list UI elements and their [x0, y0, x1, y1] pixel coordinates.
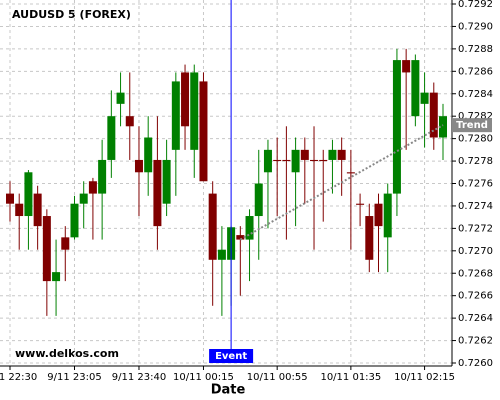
x-tick-label: 10/11 01:35 — [320, 372, 381, 383]
candle-body — [208, 193, 217, 260]
candle-body — [346, 172, 355, 174]
candle-body — [61, 237, 70, 250]
candle-body — [383, 193, 392, 238]
candle-body — [199, 81, 208, 182]
y-tick-label: 0.7284 — [458, 89, 493, 100]
y-tick-label: 0.7268 — [458, 268, 493, 279]
candle-body — [52, 272, 61, 282]
candle-body — [291, 149, 300, 173]
candle-body — [254, 183, 263, 217]
y-tick-label: 0.7292 — [458, 0, 493, 10]
candle-body — [402, 60, 411, 73]
candle-body — [42, 216, 51, 282]
candle-body — [439, 116, 447, 138]
candle-body — [319, 159, 328, 162]
x-axis-label: Date — [211, 383, 246, 398]
y-tick-label: 0.7288 — [458, 44, 493, 55]
trend-label: Trend — [456, 120, 488, 131]
trend-label-box — [452, 118, 492, 133]
y-tick-label: 0.7278 — [458, 156, 493, 167]
y-tick-label: 0.7290 — [458, 21, 493, 32]
candle-body — [328, 149, 337, 160]
candle-body — [337, 149, 346, 160]
candle-body — [79, 193, 88, 204]
plot-area — [0, 0, 452, 366]
candle-body — [70, 203, 79, 238]
y-tick-label: 0.7286 — [458, 66, 493, 77]
x-tick-label: 10/11 00:15 — [173, 372, 234, 383]
event-label: Event — [215, 351, 247, 362]
candle-body — [236, 235, 245, 240]
candle-body — [171, 81, 180, 150]
candle-body — [245, 216, 254, 240]
candle-body — [282, 159, 291, 162]
candle-body — [153, 159, 162, 227]
candle-body — [98, 159, 107, 194]
candle-body — [15, 203, 24, 217]
trend-line — [239, 124, 444, 241]
y-tick-label: 0.7270 — [458, 246, 493, 257]
event-label-box — [209, 349, 254, 363]
candle-body — [24, 172, 33, 217]
candle-body — [6, 193, 14, 204]
y-tick-label: 0.7272 — [458, 223, 493, 234]
candle-body — [273, 159, 282, 162]
y-tick-label: 0.7266 — [458, 291, 493, 302]
chart-title: AUDUSD 5 (FOREX) — [12, 8, 131, 21]
candle-body — [116, 92, 125, 104]
candle-body — [374, 203, 383, 227]
candle-body — [134, 159, 143, 173]
candle-body — [420, 92, 429, 104]
candle-body — [181, 72, 190, 127]
candle-body — [411, 60, 420, 117]
x-tick-label: 9/11 23:40 — [112, 372, 166, 383]
candle-body — [107, 116, 116, 160]
candle-body — [190, 72, 199, 150]
y-tick-label: 0.7274 — [458, 201, 493, 212]
watermark: www.delkos.com — [15, 347, 119, 360]
x-tick-label: 10/11 00:55 — [247, 372, 308, 383]
candle-body — [33, 193, 42, 227]
candle-body — [300, 149, 309, 160]
candle-body — [162, 159, 171, 204]
y-tick-label: 0.7280 — [458, 134, 493, 145]
y-tick-label: 0.7264 — [458, 313, 493, 324]
y-tick-label: 0.7282 — [458, 111, 493, 122]
candle-body — [125, 116, 134, 127]
candle-body — [310, 159, 319, 162]
x-tick-label: 9/11 22:30 — [0, 372, 37, 383]
y-tick-label: 0.7262 — [458, 336, 493, 347]
x-tick-label: 9/11 23:05 — [47, 372, 101, 383]
candle-body — [429, 92, 438, 138]
candle-body — [217, 249, 226, 260]
candle-body — [263, 149, 272, 173]
candle-body — [144, 137, 153, 173]
y-tick-label: 0.7276 — [458, 179, 493, 190]
candle-body — [365, 216, 374, 260]
candle-body — [356, 203, 365, 205]
y-tick-label: 0.7260 — [458, 358, 493, 369]
x-tick-label: 10/11 02:15 — [394, 372, 455, 383]
candle-body — [88, 181, 97, 194]
candle-body — [392, 60, 401, 194]
